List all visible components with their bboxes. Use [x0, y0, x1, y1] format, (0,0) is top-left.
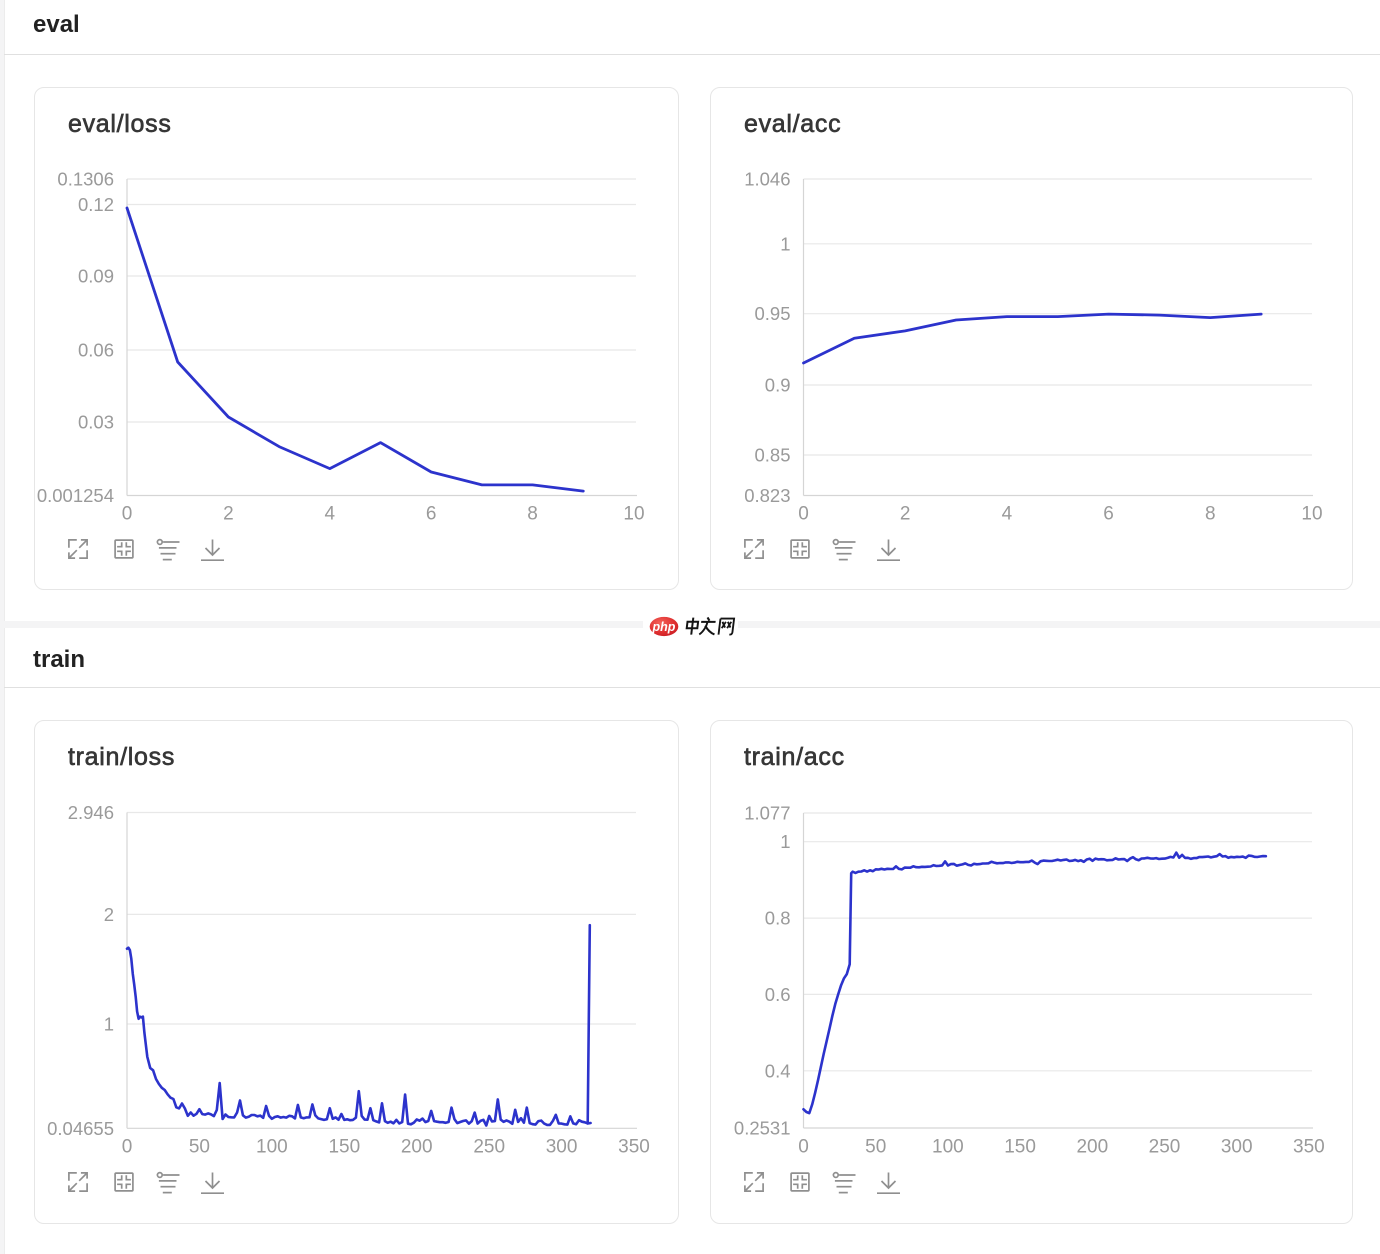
svg-text:6: 6 — [1103, 504, 1114, 525]
svg-text:train/acc: train/acc — [744, 743, 845, 771]
svg-text:4: 4 — [1002, 504, 1013, 525]
svg-text:50: 50 — [189, 1137, 210, 1158]
svg-text:8: 8 — [1205, 504, 1216, 525]
svg-text:0.6: 0.6 — [765, 984, 791, 1005]
svg-text:0.823: 0.823 — [744, 485, 790, 506]
svg-text:0.1306: 0.1306 — [57, 169, 114, 190]
svg-text:6: 6 — [426, 504, 437, 525]
svg-text:0: 0 — [122, 1137, 133, 1158]
svg-text:0.001254: 0.001254 — [37, 485, 114, 506]
svg-text:0.09: 0.09 — [78, 266, 114, 287]
svg-text:100: 100 — [932, 1137, 964, 1158]
svg-text:150: 150 — [1004, 1137, 1036, 1158]
svg-text:8: 8 — [527, 504, 538, 525]
svg-text:2: 2 — [223, 504, 234, 525]
svg-text:1.046: 1.046 — [744, 169, 790, 190]
svg-text:300: 300 — [1221, 1137, 1253, 1158]
svg-text:150: 150 — [328, 1137, 360, 1158]
svg-text:0.9: 0.9 — [765, 375, 791, 396]
svg-text:php: php — [652, 620, 676, 634]
svg-text:350: 350 — [1293, 1137, 1325, 1158]
svg-text:2: 2 — [104, 904, 114, 925]
svg-text:0.04655: 0.04655 — [47, 1118, 114, 1139]
svg-text:0.8: 0.8 — [765, 908, 791, 929]
svg-text:0.2531: 0.2531 — [734, 1118, 791, 1139]
svg-text:train/loss: train/loss — [68, 743, 175, 771]
svg-text:350: 350 — [618, 1137, 650, 1158]
svg-text:1: 1 — [104, 1014, 114, 1035]
svg-text:50: 50 — [865, 1137, 886, 1158]
svg-text:0.03: 0.03 — [78, 412, 114, 433]
svg-text:0.85: 0.85 — [754, 445, 790, 466]
svg-text:2.946: 2.946 — [68, 802, 114, 823]
svg-text:0: 0 — [798, 1137, 809, 1158]
svg-text:10: 10 — [623, 504, 644, 525]
svg-text:eval/loss: eval/loss — [68, 110, 172, 138]
svg-text:0: 0 — [798, 504, 809, 525]
svg-text:250: 250 — [1149, 1137, 1181, 1158]
svg-text:1.077: 1.077 — [744, 803, 790, 824]
svg-text:200: 200 — [1076, 1137, 1108, 1158]
svg-text:100: 100 — [256, 1137, 288, 1158]
svg-text:1: 1 — [780, 831, 790, 852]
svg-text:eval/acc: eval/acc — [744, 110, 841, 138]
svg-text:10: 10 — [1301, 504, 1322, 525]
svg-text:4: 4 — [325, 504, 336, 525]
svg-text:250: 250 — [473, 1137, 505, 1158]
svg-text:0: 0 — [122, 504, 133, 525]
svg-text:0.4: 0.4 — [765, 1060, 791, 1081]
svg-text:0.06: 0.06 — [78, 340, 114, 361]
svg-text:2: 2 — [900, 504, 911, 525]
svg-text:300: 300 — [546, 1137, 578, 1158]
svg-text:0.12: 0.12 — [78, 194, 114, 215]
svg-text:0.95: 0.95 — [754, 303, 790, 324]
svg-text:200: 200 — [401, 1137, 433, 1158]
svg-text:1: 1 — [780, 233, 790, 254]
